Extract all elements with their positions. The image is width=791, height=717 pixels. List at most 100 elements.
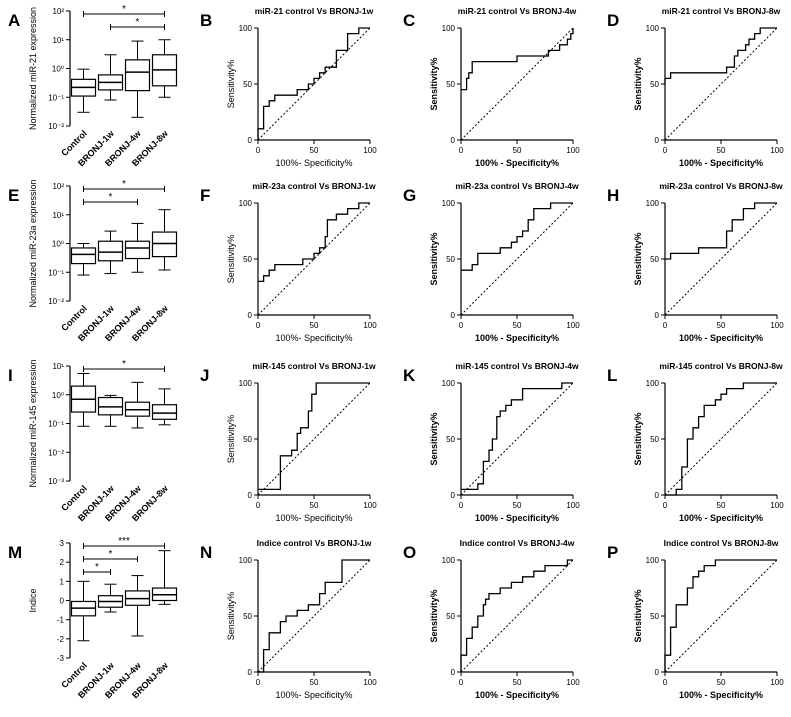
- significance-label: *: [122, 179, 126, 190]
- chart-title: Indice control Vs BRONJ-4w: [460, 538, 575, 548]
- x-tick-label: 50: [310, 678, 319, 687]
- y-tick-label: 100: [239, 24, 253, 33]
- panel-p: P Indice control Vs BRONJ-8w 0 50 100 0 50 100 S…: [607, 538, 784, 700]
- x-axis-title: 100%- Specificity%: [275, 333, 352, 343]
- roc-curve: [258, 202, 370, 283]
- y-tick-label: 100: [239, 556, 253, 565]
- y-tick-label: 10⁻¹: [48, 420, 64, 429]
- chart-title: Indice control Vs BRONJ-1w: [257, 538, 372, 548]
- x-axis-title: 100% - Specificity%: [475, 333, 559, 343]
- reference-diagonal: [257, 382, 371, 496]
- panel-label: I: [8, 366, 13, 385]
- panel-label: M: [8, 543, 22, 562]
- y-tick-label: 50: [446, 435, 455, 444]
- y-tick-label: 0: [655, 668, 660, 677]
- panel-label: H: [607, 186, 619, 205]
- x-tick-label: 100: [363, 146, 377, 155]
- x-tick-label: 50: [717, 501, 726, 510]
- y-axis-title: Sensitivity%: [633, 589, 643, 642]
- x-axis-title: 100%- Specificity%: [275, 513, 352, 523]
- panel-label: G: [403, 186, 416, 205]
- y-tick-label: 10²: [52, 7, 64, 16]
- y-tick-label: 10¹: [52, 362, 64, 371]
- chart-title: miR-23a control Vs BRONJ-1w: [252, 181, 376, 191]
- significance-label: *: [109, 192, 113, 203]
- y-tick-label: 1: [60, 577, 65, 586]
- panel-label: C: [403, 11, 415, 30]
- x-axis-title: 100% - Specificity%: [475, 158, 559, 168]
- y-tick-label: 100: [239, 199, 253, 208]
- y-tick-label: 100: [239, 379, 253, 388]
- x-tick-label: 50: [513, 678, 522, 687]
- panel-label: D: [607, 11, 619, 30]
- box-iqr: [70, 247, 97, 265]
- chart-title: miR-23a control Vs BRONJ-8w: [659, 181, 783, 191]
- box-iqr: [97, 240, 124, 262]
- x-tick-label: 100: [770, 501, 784, 510]
- x-axis-title: 100% - Specificity%: [679, 333, 763, 343]
- x-tick-label: 50: [310, 501, 319, 510]
- x-tick-label: 0: [459, 501, 464, 510]
- y-tick-label: 100: [442, 556, 456, 565]
- roc-curve: [461, 202, 573, 271]
- y-tick-label: -1: [57, 616, 65, 625]
- box-iqr: [151, 231, 178, 258]
- chart-title: miR-145 control Vs BRONJ-8w: [659, 361, 783, 371]
- panel-e: E 10⁻² 10⁻¹ 10⁰ 10¹ 10² Normalized miR-23a exp…: [8, 179, 178, 343]
- y-tick-label: 50: [243, 255, 252, 264]
- y-tick-label: 50: [650, 255, 659, 264]
- reference-diagonal: [460, 27, 574, 141]
- panel-n: N Indice control Vs BRONJ-1w 0 50 100 0 50 100 S…: [200, 538, 377, 700]
- y-tick-label: 50: [650, 80, 659, 89]
- y-tick-label: -3: [57, 654, 65, 663]
- chart-title: miR-145 control Vs BRONJ-4w: [455, 361, 579, 371]
- y-tick-label: 100: [646, 199, 660, 208]
- y-tick-label: 10⁻¹: [48, 268, 64, 277]
- roc-curve: [461, 382, 573, 491]
- x-tick-label: 50: [717, 678, 726, 687]
- x-tick-label: 0: [459, 146, 464, 155]
- y-tick-label: 3: [60, 539, 65, 548]
- box-iqr: [124, 240, 151, 260]
- roc-curve: [460, 559, 573, 672]
- panel-i: I 10⁻³ 10⁻² 10⁻¹ 10⁰ 10¹ Normalized miR-145 ex…: [8, 359, 178, 523]
- y-axis-title: Sensitivity%: [226, 592, 236, 641]
- reference-diagonal: [664, 559, 778, 673]
- y-tick-label: 50: [446, 80, 455, 89]
- x-tick-label: 50: [310, 146, 319, 155]
- y-tick-label: 0: [451, 136, 456, 145]
- chart-title: miR-145 control Vs BRONJ-1w: [252, 361, 376, 371]
- y-tick-label: 50: [243, 80, 252, 89]
- y-tick-label: 100: [646, 556, 660, 565]
- x-tick-label: 0: [663, 678, 668, 687]
- y-tick-label: 100: [646, 24, 660, 33]
- chart-title: miR-21 control Vs BRONJ-8w: [662, 6, 781, 16]
- y-tick-label: 0: [248, 311, 253, 320]
- y-tick-label: 0: [451, 668, 456, 677]
- y-tick-label: 100: [442, 199, 456, 208]
- x-tick-label: 100: [566, 146, 580, 155]
- x-tick-label: 50: [513, 146, 522, 155]
- roc-curve: [664, 27, 777, 84]
- y-tick-label: 10⁰: [52, 391, 64, 400]
- box-iqr: [151, 404, 178, 420]
- y-tick-label: 0: [451, 311, 456, 320]
- x-axis-title: 100% - Specificity%: [475, 690, 559, 700]
- y-axis-title: Normalized miR-21 expression: [28, 7, 38, 130]
- y-tick-label: 0: [248, 668, 253, 677]
- y-axis-title: Sensitivity%: [226, 235, 236, 284]
- reference-diagonal: [664, 27, 778, 141]
- y-axis-title: Indice: [28, 588, 38, 612]
- y-tick-label: 50: [243, 435, 252, 444]
- roc-curve: [665, 382, 777, 496]
- x-tick-label: 100: [363, 678, 377, 687]
- y-axis-title: Sensitivity%: [226, 415, 236, 464]
- x-tick-label: 0: [256, 321, 261, 330]
- x-tick-label: 50: [310, 321, 319, 330]
